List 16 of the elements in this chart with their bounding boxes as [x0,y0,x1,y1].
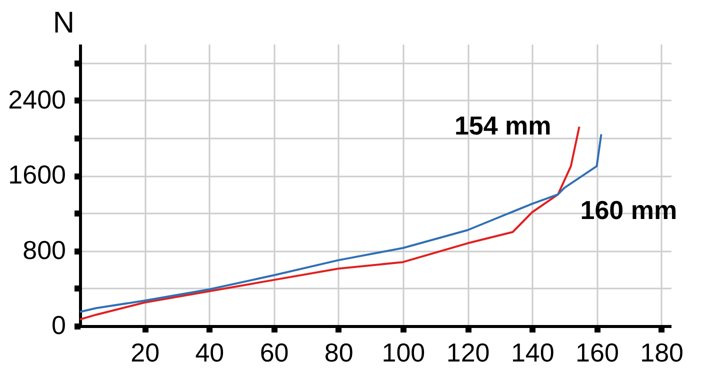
x-tick-label: 40 [195,338,224,368]
y-tick-label: 1600 [8,160,66,190]
x-tick-label: 80 [324,338,354,368]
series-label: 160 mm [580,195,678,226]
x-tick-label: 100 [382,338,426,368]
y-axis-title: N [52,6,74,40]
y-tick-label: 0 [52,310,66,340]
x-tick-label: 160 [576,338,619,368]
x-tick-label: 140 [510,338,554,368]
series-label: 154 mm [454,110,552,141]
x-tick-label: 180 [640,338,684,368]
y-tick-label: 2400 [8,84,66,114]
x-tick-label: 120 [446,338,490,368]
x-tick-label: 60 [260,338,289,368]
y-tick-label: 800 [22,234,66,265]
x-tick-label: 20 [130,338,160,368]
